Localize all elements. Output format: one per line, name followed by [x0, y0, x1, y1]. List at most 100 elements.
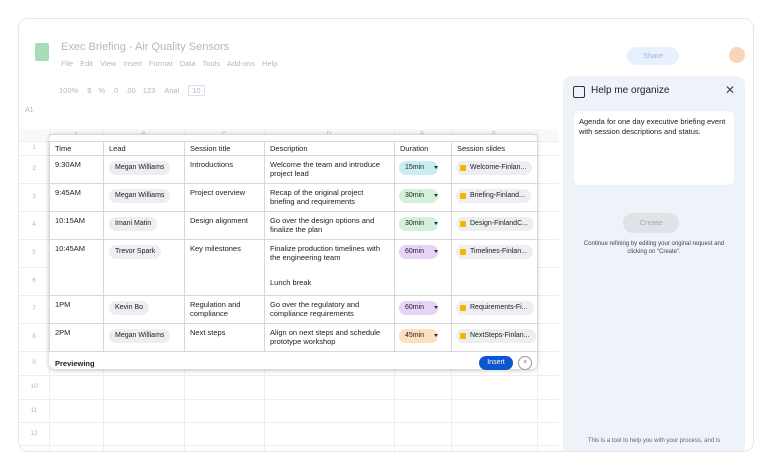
slides-chip[interactable]: NextSteps-Finlan...: [456, 329, 536, 343]
format-button[interactable]: .00: [125, 85, 136, 95]
hint: Continue refining by editing your origin…: [583, 241, 725, 255]
row-number: 11: [30, 406, 38, 414]
insert-button[interactable]: Insert: [479, 356, 513, 370]
table-line: [49, 183, 537, 184]
menu-item[interactable]: Insert: [123, 59, 142, 68]
slides-chip[interactable]: Welcome-Finlan...: [456, 161, 533, 175]
slides-chip[interactable]: Design-FinlandC...: [456, 217, 534, 231]
dismiss-button[interactable]: ×: [518, 356, 532, 370]
cell-ref: A1: [25, 107, 34, 114]
card-border: [49, 134, 537, 135]
duration-chip[interactable]: 15min: [399, 161, 439, 175]
description-cell: Align on next steps and schedule prototy…: [270, 328, 381, 346]
close-button[interactable]: ✕: [725, 83, 736, 97]
row-number: 6: [32, 277, 36, 284]
title-cell: Key milestones: [190, 244, 241, 253]
row-number: 1: [32, 144, 36, 151]
row-number: 7: [32, 305, 36, 312]
menu-item[interactable]: Add-ons: [227, 59, 255, 68]
lead-chip: Megan Williams: [109, 329, 171, 343]
lead-chip: Imani Matin: [109, 217, 158, 231]
slides-icon: [460, 249, 466, 255]
lead-chip: Megan Williams: [109, 161, 171, 175]
time-cell: 10:15AM: [55, 216, 86, 225]
table-line: [49, 239, 537, 240]
avatar[interactable]: [729, 47, 745, 63]
duration-chip[interactable]: 60min: [399, 301, 439, 315]
header-cell: Duration: [400, 144, 429, 153]
title-cell: Regulation and compliance: [190, 300, 241, 318]
row-number: 10: [30, 383, 38, 390]
slides-icon: [460, 165, 466, 171]
doc-title[interactable]: Exec Briefing - Air Quality Sensors: [61, 41, 230, 53]
duration-chip[interactable]: 30min: [399, 217, 439, 231]
side-panel: Help me organize ✕ Agenda for one day ex…: [563, 76, 745, 451]
table-line: [49, 295, 537, 296]
row-number: 5: [32, 249, 36, 256]
format-button[interactable]: %: [98, 85, 106, 95]
row-number: 8: [32, 333, 36, 340]
panel-title: Help me organize: [591, 85, 670, 96]
title-cell: Next steps: [190, 328, 226, 337]
menu-item[interactable]: Tools: [202, 59, 221, 68]
row-number: 4: [32, 221, 36, 228]
row-number: 12: [30, 429, 38, 437]
app-window: Exec Briefing - Air Quality Sensors File…: [18, 18, 754, 452]
table-line: [184, 141, 185, 351]
description-cell: Welcome the team and introduce project l…: [270, 160, 380, 178]
toolbar: 100% $% .0 .00 123 Arial 10: [59, 83, 559, 97]
dropdown-arrow: [434, 166, 438, 171]
preview-label: Previewing: [55, 359, 95, 368]
dropdown-arrow: [434, 250, 438, 255]
lead-chip: Kevin Bo: [109, 301, 150, 315]
slides-chip[interactable]: Timelines-Finlan...: [456, 245, 533, 259]
table-line: [264, 141, 265, 351]
prompt-box[interactable]: Agenda for one day executive briefing ev…: [574, 111, 734, 185]
create-button[interactable]: Create: [623, 213, 679, 233]
share-button[interactable]: Share: [627, 47, 679, 65]
format-button[interactable]: $: [87, 85, 92, 95]
dropdown-arrow: [434, 222, 438, 227]
menu-item[interactable]: Help: [261, 59, 278, 68]
lead-chip: Megan Williams: [109, 189, 171, 203]
title-cell: Introductions: [190, 160, 233, 169]
menu-item[interactable]: View: [100, 59, 117, 68]
slides-icon: [460, 193, 466, 199]
slides-icon: [460, 221, 466, 227]
duration-chip[interactable]: 45min: [399, 329, 439, 343]
format-button[interactable]: .0: [112, 85, 119, 95]
duration-chip[interactable]: 60min: [399, 245, 439, 259]
sheets-icon: [35, 43, 49, 61]
duration-chip[interactable]: 30min: [399, 189, 439, 203]
dropdown-arrow: [434, 194, 438, 199]
time-cell: 2PM: [55, 328, 71, 337]
header-cell: Description: [270, 144, 308, 153]
format-button[interactable]: 123: [142, 85, 156, 95]
title-cell: Design alignment: [190, 216, 248, 225]
description-cell: Go over the design options and finalize …: [270, 216, 375, 234]
row-number: 3: [32, 193, 36, 200]
disclaimer: This is a tool to help you with your pro…: [587, 438, 721, 444]
grid-line: [19, 445, 559, 446]
menu-item[interactable]: Edit: [80, 59, 94, 68]
slides-icon: [460, 305, 466, 311]
table-line: [49, 141, 537, 142]
grid-line: [19, 399, 559, 400]
row-number: 2: [32, 165, 36, 172]
font[interactable]: Arial: [164, 85, 180, 95]
menu-item[interactable]: Format: [148, 59, 173, 68]
table-line: [49, 211, 537, 212]
note-cell: Lunch break: [270, 278, 312, 287]
grid-line: [19, 375, 559, 376]
menu-item[interactable]: File: [61, 59, 74, 68]
menu-item[interactable]: Data: [179, 59, 196, 68]
slides-chip[interactable]: Requirements-Fi...: [456, 301, 534, 315]
title-cell: Project overview: [190, 188, 246, 197]
slides-chip[interactable]: Briefing-Finland...: [456, 189, 531, 203]
font-size[interactable]: 10: [188, 84, 205, 96]
zoom[interactable]: 100%: [59, 85, 79, 95]
table-line: [103, 141, 104, 351]
time-cell: 9:30AM: [55, 160, 81, 169]
grid-line: [19, 422, 559, 423]
